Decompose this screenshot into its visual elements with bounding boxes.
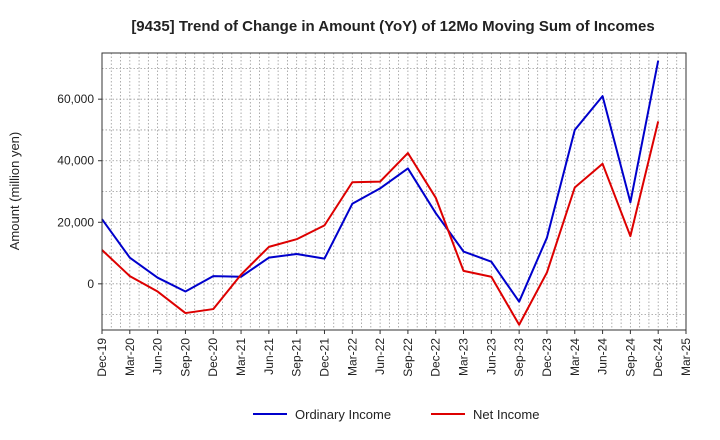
y-axis: 0 20,000 40,000 60,000 xyxy=(57,92,102,291)
x-tick-label: Mar-20 xyxy=(123,338,137,376)
x-tick-label: Dec-22 xyxy=(429,338,443,377)
x-tick-label: Mar-23 xyxy=(457,338,471,376)
x-tick-label: Jun-23 xyxy=(484,338,498,375)
y-tick-label: 20,000 xyxy=(57,215,94,229)
series-line-net-income xyxy=(101,121,660,326)
x-tick-label: Jun-21 xyxy=(262,338,276,375)
x-tick-label: Sep-21 xyxy=(290,338,304,377)
series-group xyxy=(101,60,660,326)
legend: Ordinary Income Net Income xyxy=(253,407,539,422)
x-tick-label: Dec-20 xyxy=(206,338,220,377)
y-tick-label: 60,000 xyxy=(57,92,94,106)
series-line-ordinary-income xyxy=(101,60,660,303)
x-tick-label: Dec-24 xyxy=(651,338,665,377)
y-tick-label: 40,000 xyxy=(57,154,94,168)
x-tick-label: Jun-20 xyxy=(151,338,165,375)
x-tick-label: Sep-20 xyxy=(178,338,192,377)
x-tick-label: Sep-24 xyxy=(623,338,637,377)
x-tick-label: Mar-25 xyxy=(679,338,693,376)
x-tick-label: Dec-19 xyxy=(95,338,109,377)
x-axis: Dec-19 Mar-20 Jun-20 Sep-20 Dec-20 Mar-21 Jun-… xyxy=(95,330,693,377)
x-tick-label: Mar-24 xyxy=(568,338,582,376)
x-tick-label: Mar-21 xyxy=(234,338,248,376)
x-tick-label: Dec-21 xyxy=(317,338,331,377)
legend-label: Net Income xyxy=(473,407,539,422)
y-tick-label: 0 xyxy=(87,277,94,291)
x-tick-label: Mar-22 xyxy=(345,338,359,376)
x-tick-label: Sep-22 xyxy=(401,338,415,377)
y-axis-label: Amount (million yen) xyxy=(7,132,22,251)
x-tick-label: Sep-23 xyxy=(512,338,526,377)
legend-label: Ordinary Income xyxy=(295,407,391,422)
x-tick-label: Jun-24 xyxy=(596,338,610,375)
plot-frame xyxy=(101,52,687,331)
x-tick-label: Jun-22 xyxy=(373,338,387,375)
chart-title: [9435] Trend of Change in Amount (YoY) o… xyxy=(131,18,654,35)
x-tick-label: Dec-23 xyxy=(540,338,554,377)
grid-lines xyxy=(102,53,686,330)
